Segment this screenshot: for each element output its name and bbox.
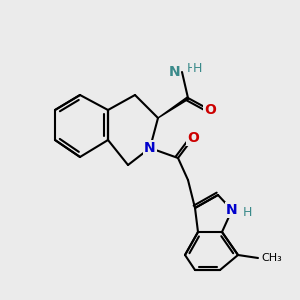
Text: N: N — [226, 203, 238, 217]
Text: CH₃: CH₃ — [261, 253, 282, 263]
Polygon shape — [158, 97, 189, 118]
Text: N: N — [144, 141, 156, 155]
Text: H: H — [193, 62, 202, 75]
Text: O: O — [187, 131, 199, 145]
Text: H: H — [242, 206, 252, 220]
Text: H: H — [187, 62, 196, 75]
Text: O: O — [204, 103, 216, 117]
Text: N: N — [169, 65, 181, 79]
